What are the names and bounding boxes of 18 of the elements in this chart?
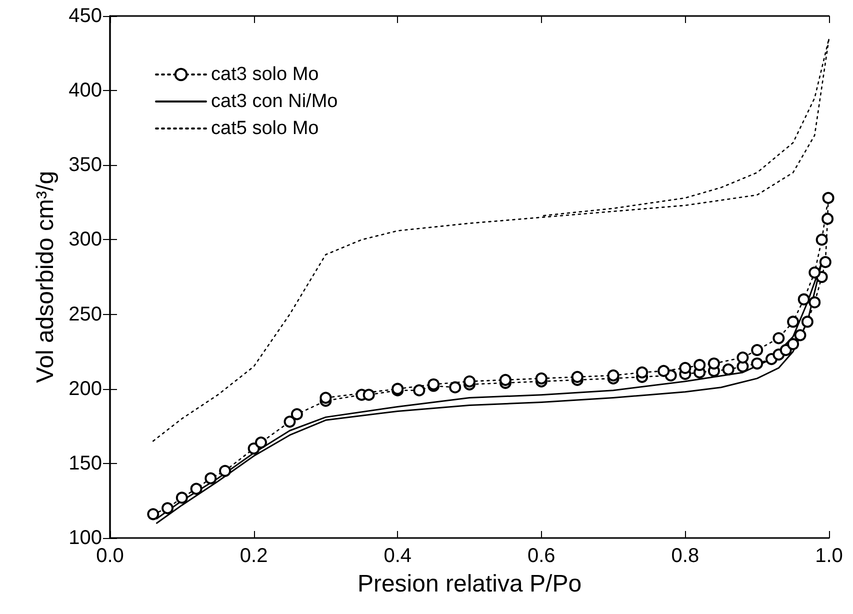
x-tick-label: 0.8	[671, 545, 700, 567]
y-tick-label: 400	[68, 80, 102, 102]
legend-label: cat3 solo Mo	[211, 64, 319, 85]
x-tick-label: 0.2	[240, 545, 268, 567]
x-tick-label: 0.6	[527, 545, 556, 567]
y-tick-label: 350	[68, 154, 102, 176]
legend-label: cat3 con Ni/Mo	[211, 91, 338, 112]
line-series	[152, 38, 830, 442]
y-axis-title: Vol adsorbido cm³/g	[32, 170, 60, 384]
y-tick-label: 200	[68, 378, 102, 400]
y-tick-label: 250	[68, 303, 102, 326]
x-tick-label: 1.0	[815, 545, 843, 567]
x-axis-title: Presion relativa P/Po	[357, 570, 582, 598]
legend-label: cat5 solo Mo	[211, 118, 319, 139]
y-tick-label: 150	[68, 452, 102, 474]
y-tick-label: 450	[68, 5, 102, 27]
x-tick-label: 0.4	[384, 545, 412, 567]
y-tick-label: 300	[68, 228, 102, 251]
